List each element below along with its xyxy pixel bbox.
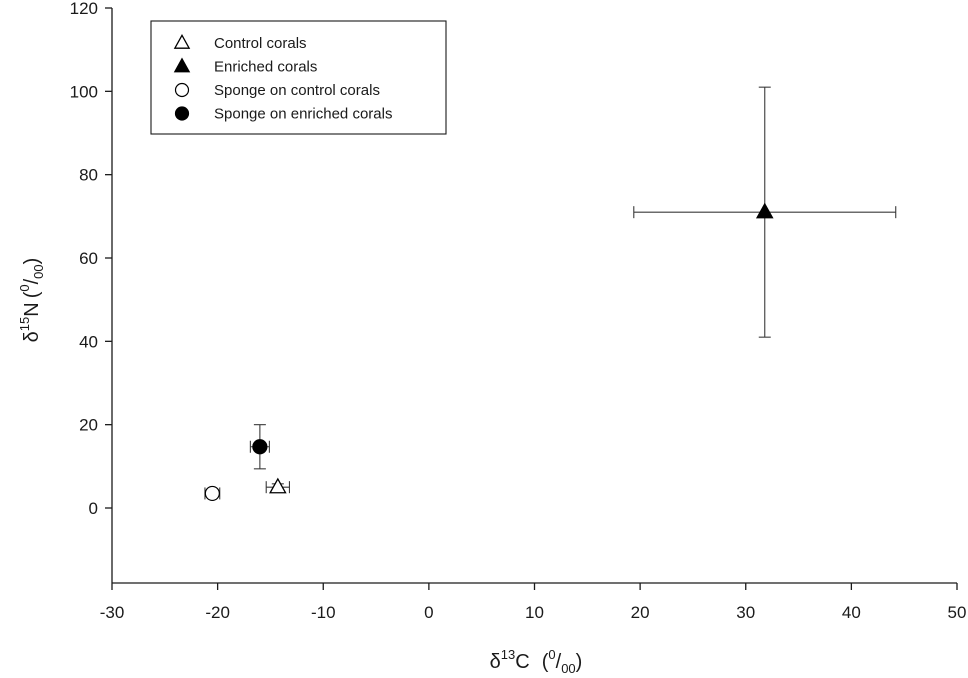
legend-box	[150, 20, 447, 135]
y-tick-label: 60	[79, 249, 98, 268]
legend-marker-triangle-filled	[173, 57, 191, 73]
y-tick-label: 100	[70, 82, 98, 101]
y-label-close: )	[21, 258, 43, 265]
legend-items: Control corals Enriched corals Sponge on c…	[173, 34, 392, 123]
data-point-circle-filled	[252, 439, 268, 455]
y-label-delta: δ	[21, 331, 43, 342]
x-tick-label: 40	[842, 603, 861, 622]
legend-label: Sponge on control corals	[214, 82, 380, 99]
x-tick-label: 30	[736, 603, 755, 622]
x-label-unit-sup: 0	[548, 647, 555, 662]
legend-marker-circle-open	[174, 82, 190, 98]
x-tick-label: 50	[948, 603, 967, 622]
y-label-unit-sup: 0	[17, 284, 32, 291]
x-label-open: (	[542, 651, 549, 673]
y-axis-label: δ15N (0/00)	[17, 258, 46, 343]
y-tick-label: 80	[79, 166, 98, 185]
y-label-isotope: 15	[17, 317, 32, 331]
legend-marker-circle-filled	[174, 106, 190, 121]
x-tick-label: -20	[205, 603, 230, 622]
error-bars	[204, 86, 897, 500]
x-tick-label: 20	[631, 603, 650, 622]
y-tick-label: 120	[70, 0, 98, 18]
x-tick-label: -30	[100, 603, 125, 622]
y-tick-label: 20	[79, 416, 98, 435]
x-label-delta: δ	[490, 651, 501, 673]
x-label-unit-sub: 00	[561, 661, 575, 676]
legend-label: Sponge on enriched corals	[214, 106, 392, 123]
data-point-triangle-open	[269, 477, 287, 494]
y-label-open: (	[21, 291, 43, 298]
x-tick-label: 10	[525, 603, 544, 622]
y-label-unit-sub: 00	[31, 264, 46, 278]
x-ticks: -30 -20 -10 0 10 20 30 40 50	[100, 583, 967, 622]
y-tick-label: 0	[89, 499, 98, 518]
x-label-close: )	[576, 651, 583, 673]
y-ticks: 0 20 40 60 80 100 120	[70, 0, 112, 518]
x-axis-label: δ13C (0/00)	[490, 647, 583, 676]
y-tick-label: 40	[79, 332, 98, 351]
x-label-unit-slash: /	[556, 651, 562, 673]
y-label-unit-slash: /	[21, 278, 43, 284]
x-tick-label: 0	[424, 603, 433, 622]
data-point-triangle-filled	[755, 202, 774, 219]
legend-label: Control corals	[214, 35, 307, 52]
x-tick-label: -10	[311, 603, 336, 622]
x-label-element: C	[515, 651, 529, 673]
legend: Control corals Enriched corals Sponge on c…	[150, 20, 447, 135]
data-point-circle-open	[204, 485, 220, 502]
legend-marker-triangle-open	[173, 34, 191, 49]
x-label-isotope: 13	[501, 647, 515, 662]
data-markers	[204, 202, 774, 502]
legend-label: Enriched corals	[214, 59, 317, 76]
y-label-element: N	[21, 302, 43, 316]
